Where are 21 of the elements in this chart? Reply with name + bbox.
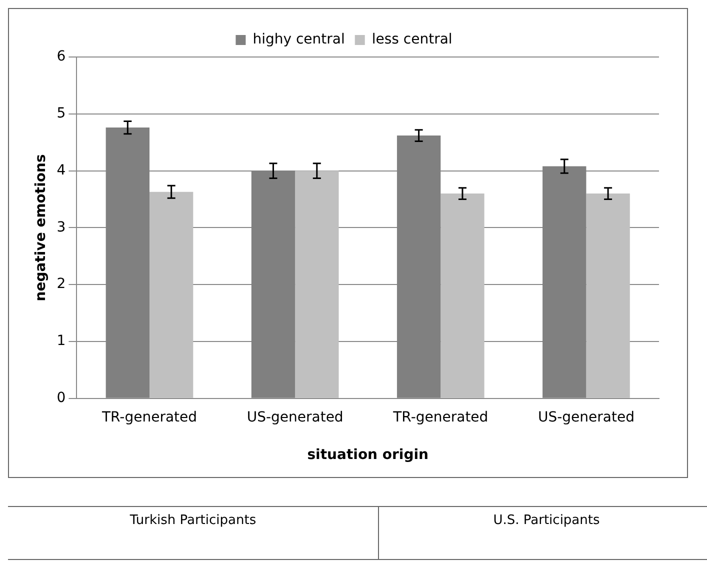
x-tick-label: US-generated: [246, 409, 344, 426]
x-tick-label: TR-generated: [100, 409, 198, 426]
y-tick-label: 4: [56, 162, 66, 178]
bar: [586, 194, 630, 398]
x-axis-title: situation origin: [307, 447, 428, 464]
text: U.S. Participants: [378, 507, 707, 559]
y-tick-label: 3: [56, 219, 66, 236]
y-tick-label: 5: [56, 106, 66, 122]
bar: [295, 170, 339, 398]
legend-label: less central: [372, 32, 452, 48]
y-tick-label: 2: [56, 276, 66, 292]
legend-label: highy central: [252, 32, 345, 48]
y-tick-label: 6: [56, 48, 66, 65]
x-tick-label: TR-generated: [392, 409, 488, 426]
y-axis-title: negative emotions: [33, 154, 50, 302]
bar: [440, 194, 484, 398]
x-tick-label: US-generated: [538, 409, 634, 426]
y-tick-label: 0: [56, 390, 66, 406]
bar: [149, 192, 194, 398]
text: Turkish Participants: [128, 512, 258, 530]
y-tick-label: 1: [56, 333, 66, 350]
